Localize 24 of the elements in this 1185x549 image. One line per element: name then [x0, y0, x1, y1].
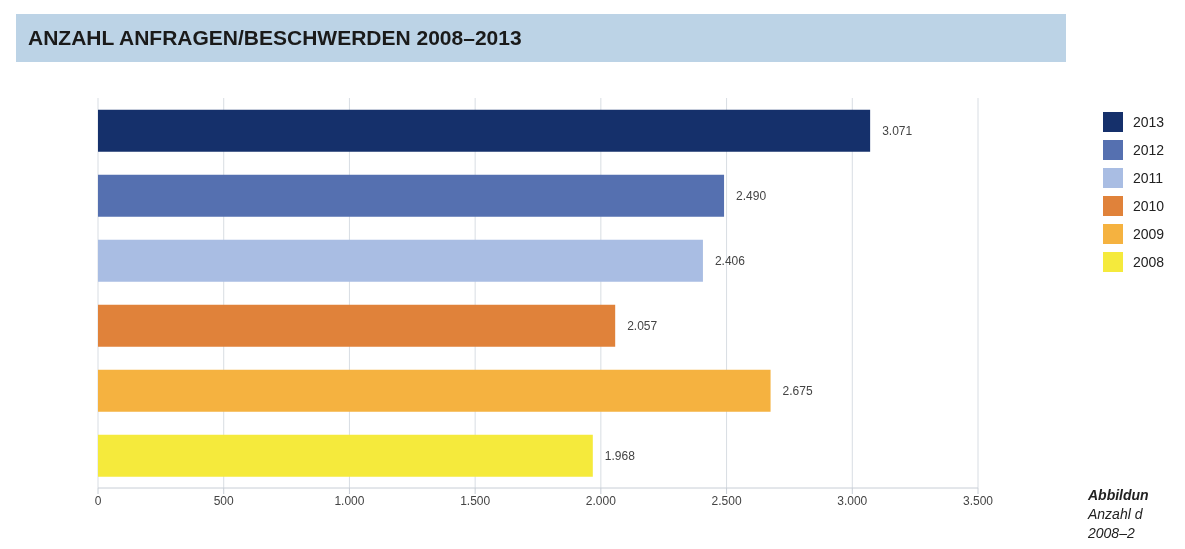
- x-tick-label: 2.000: [585, 493, 617, 508]
- x-tick-label: 500: [213, 493, 235, 508]
- legend-label: 2008: [1133, 254, 1165, 270]
- x-tick-label: 0: [94, 493, 102, 508]
- legend-label: 2013: [1133, 114, 1165, 130]
- text: 2008–2: [1088, 524, 1136, 543]
- x-tick-label: 1.500: [460, 493, 491, 508]
- chart-title: ANZAHL ANFRAGEN/BESCHWERDEN 2008–2013: [16, 14, 1066, 62]
- x-tick-label: 3.500: [962, 493, 994, 508]
- data-label: 2.406: [714, 253, 746, 268]
- text: Anzahl d: [1088, 505, 1144, 524]
- x-tick-label: 3.000: [837, 493, 868, 508]
- data-label: 2.675: [782, 383, 813, 398]
- data-label: 2.490: [736, 188, 767, 203]
- data-label: 1.968: [604, 448, 636, 463]
- data-label: 2.057: [627, 318, 658, 333]
- x-tick-label: 1.000: [334, 493, 365, 508]
- text: Abbildun: [1088, 486, 1149, 505]
- data-label: 3.071: [882, 123, 913, 138]
- legend-label: 2011: [1133, 170, 1164, 186]
- legend-label: 2009: [1133, 226, 1165, 242]
- legend-label: 2012: [1133, 142, 1165, 158]
- x-tick-label: 2.500: [711, 493, 742, 508]
- legend-label: 2010: [1133, 198, 1165, 214]
